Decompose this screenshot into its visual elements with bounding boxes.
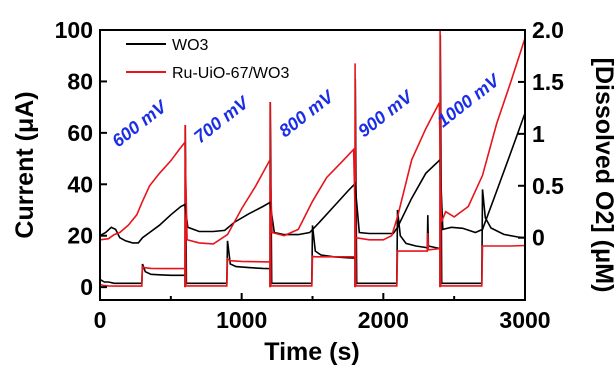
legend-label-ru-uio: Ru-UiO-67/WO3 (172, 65, 289, 82)
x-axis-ticks: 0 1000 2000 3000 (94, 293, 551, 333)
voltage-annotation: 1000 mV (433, 69, 504, 131)
y-left-axis-title: Current (μA) (11, 91, 39, 238)
voltage-annotation: 900 mV (354, 85, 418, 141)
y-right-tick-label: 2.0 (532, 17, 564, 43)
y-right-tick-label: 1 (532, 121, 545, 147)
voltage-annotation: 700 mV (190, 91, 254, 147)
voltage-annotations: 600 mV 700 mV 800 mV 900 mV 1000 mV (108, 69, 504, 151)
plot-lines (99, 29, 526, 288)
y-left-tick-label: 100 (55, 17, 93, 43)
y-left-tick-label: 60 (67, 120, 93, 146)
y-left-tick-label: 40 (67, 171, 93, 197)
y-left-tick-label: 20 (67, 223, 93, 249)
y-right-axis-title: [Dissolved O2] (μM) (590, 58, 614, 293)
x-tick-label: 1000 (216, 307, 267, 333)
y-right-axis-ticks: 0 0.5 1 1.5 2.0 (518, 17, 564, 251)
x-tick-label: 0 (94, 307, 107, 333)
x-tick-label: 2000 (358, 307, 409, 333)
current-line-ru-uio-67-wo3 (99, 29, 526, 288)
x-tick-label: 3000 (499, 307, 550, 333)
o2-line-ru-uio-67-wo3 (99, 38, 526, 245)
y-right-tick-label: 0 (532, 225, 545, 251)
o2-line-wo3 (99, 112, 526, 244)
x-axis-title: Time (s) (264, 338, 359, 366)
voltage-annotation: 800 mV (275, 85, 339, 141)
legend-label-wo3: WO3 (172, 37, 209, 54)
y-right-tick-label: 1.5 (532, 69, 564, 95)
y-left-axis-ticks: 0 20 40 60 80 100 (55, 17, 107, 300)
y-right-tick-label: 0.5 (532, 173, 564, 199)
legend: WO3 Ru-UiO-67/WO3 (126, 37, 289, 82)
voltage-annotation: 600 mV (108, 95, 172, 151)
y-left-tick-label: 80 (67, 68, 93, 94)
y-left-tick-label: 0 (80, 274, 93, 300)
